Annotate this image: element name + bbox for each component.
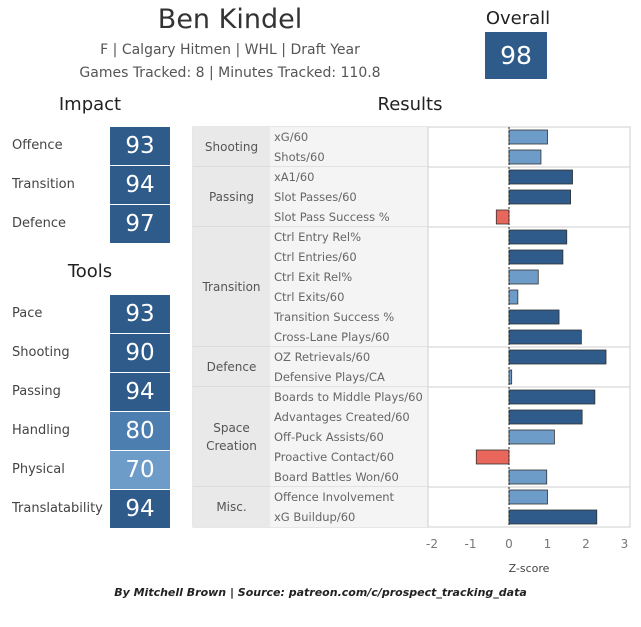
bar [508, 189, 571, 205]
bar [495, 209, 510, 225]
metric-label: Ctrl Exits/60 [274, 290, 344, 304]
metric-band [270, 347, 428, 387]
metric-label: Board Battles Won/60 [274, 470, 399, 484]
metric-band [270, 387, 428, 487]
player-name: Ben Kindel [157, 4, 303, 35]
metric-label: Offence Involvement [274, 490, 395, 504]
tools-label-physical: Physical [12, 462, 65, 477]
metric-label: xA1/60 [274, 170, 315, 184]
group-band [193, 167, 270, 227]
bar [508, 129, 548, 145]
x-tick-label: -1 [465, 537, 477, 551]
x-tick-label: 1 [544, 537, 552, 551]
metric-label: Slot Pass Success % [274, 210, 390, 224]
overall-label: Overall [485, 8, 551, 29]
tracking-info: Games Tracked: 8 | Minutes Tracked: 110.… [79, 65, 381, 81]
x-tick-label: 2 [582, 537, 590, 551]
tools-label-translatability: Translatability [12, 501, 103, 516]
group-label: Space [213, 421, 250, 435]
bar [508, 309, 560, 325]
tools-value-handling: 80 [110, 412, 170, 450]
metric-label: Proactive Contact/60 [274, 450, 394, 464]
tools-label-pace: Pace [12, 306, 43, 321]
group-label: Misc. [216, 500, 246, 514]
credit-line: By Mitchell Brown | Source: patreon.com/… [114, 586, 527, 599]
bar [508, 329, 582, 345]
bar [508, 289, 519, 305]
bar [508, 409, 583, 425]
bar [508, 429, 555, 445]
x-axis-label: Z-score [509, 562, 550, 575]
bar [508, 389, 596, 405]
impact-value-defence: 97 [110, 205, 170, 243]
x-tick-label: 0 [505, 537, 513, 551]
tools-value-shooting: 90 [110, 334, 170, 372]
results-title: Results [377, 94, 443, 115]
metric-label: Cross-Lane Plays/60 [274, 330, 390, 344]
metric-label: Ctrl Entries/60 [274, 250, 357, 264]
metric-label: Ctrl Exit Rel% [274, 270, 352, 284]
bar [508, 489, 548, 505]
bar [475, 449, 510, 465]
group-label: Defence [207, 360, 257, 374]
tools-value-physical: 70 [110, 451, 170, 489]
group-label: Shooting [205, 140, 258, 154]
impact-label-defence: Defence [12, 216, 66, 231]
metric-band [270, 487, 428, 527]
tools-value-pace: 93 [110, 295, 170, 333]
group-label: Transition [201, 280, 260, 294]
group-band [193, 487, 270, 527]
metric-label: Advantages Created/60 [274, 410, 410, 424]
metric-label: xG/60 [274, 130, 308, 144]
metric-label: Boards to Middle Plays/60 [274, 390, 423, 404]
tools-title: Tools [67, 261, 113, 282]
bar [508, 349, 607, 365]
metric-label: Transition Success % [273, 310, 394, 324]
group-band [193, 347, 270, 387]
tools-label-passing: Passing [12, 384, 61, 399]
metric-band [270, 167, 428, 227]
bar [508, 229, 568, 245]
tools-value-passing: 94 [110, 373, 170, 411]
impact-label-offence: Offence [12, 138, 63, 153]
group-band [193, 387, 270, 487]
x-tick-label: 3 [621, 537, 629, 551]
metric-label: Defensive Plays/CA [274, 370, 385, 384]
tools-value-translatability: 94 [110, 490, 170, 528]
tools-label-handling: Handling [12, 423, 70, 438]
metric-label: Off-Puck Assists/60 [274, 430, 384, 444]
bar [508, 509, 598, 525]
bar [508, 149, 542, 165]
group-band [193, 127, 270, 167]
player-info: F | Calgary Hitmen | WHL | Draft Year [100, 42, 360, 58]
impact-value-offence: 93 [110, 127, 170, 165]
metric-label: xG Buildup/60 [274, 510, 355, 524]
metric-label: Shots/60 [274, 150, 325, 164]
metric-label: Slot Passes/60 [274, 190, 357, 204]
bar [508, 249, 564, 265]
bar [508, 469, 548, 485]
group-label: Passing [209, 190, 254, 204]
overall-score: 98 [485, 32, 547, 79]
metric-label: OZ Retrievals/60 [274, 350, 370, 364]
group-label: Creation [206, 439, 257, 453]
metric-band [270, 227, 428, 347]
metric-label: Ctrl Entry Rel% [274, 230, 361, 244]
x-tick-label: -2 [426, 537, 438, 551]
bar [508, 269, 539, 285]
metric-band [270, 127, 428, 167]
impact-title: Impact [58, 94, 122, 115]
impact-value-transition: 94 [110, 166, 170, 204]
impact-label-transition: Transition [12, 177, 75, 192]
group-band [193, 227, 270, 347]
bar [508, 169, 573, 185]
tools-label-shooting: Shooting [12, 345, 70, 360]
